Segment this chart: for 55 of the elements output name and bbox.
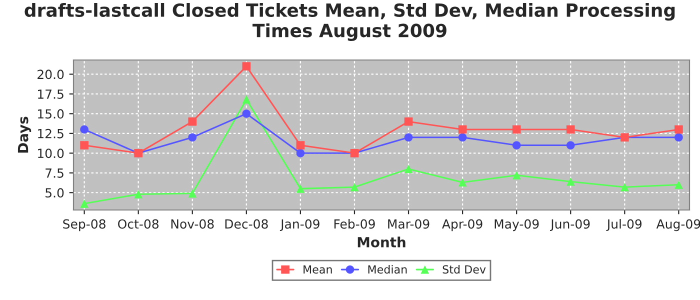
point bbox=[296, 141, 305, 150]
point bbox=[404, 117, 413, 126]
point bbox=[404, 164, 413, 174]
legend-label: Mean bbox=[304, 265, 332, 274]
y-tick-label: 12.5 bbox=[38, 128, 64, 138]
point bbox=[296, 184, 305, 193]
point bbox=[512, 171, 521, 180]
x-tick-label: Nov-08 bbox=[171, 219, 214, 229]
y-tick-label: 7.5 bbox=[46, 168, 64, 178]
point bbox=[80, 141, 88, 150]
y-tick-label: 20.0 bbox=[38, 70, 64, 80]
point bbox=[134, 190, 143, 198]
point bbox=[674, 180, 683, 189]
y-tick-label: 15.0 bbox=[38, 109, 64, 119]
x-tick-label: Oct-08 bbox=[118, 219, 158, 229]
x-tick-label: Aug-09 bbox=[656, 219, 700, 232]
point bbox=[458, 133, 467, 142]
legend-label: Median bbox=[368, 265, 407, 274]
x-tick-label: Dec-08 bbox=[225, 219, 268, 229]
y-tick-label: 10.0 bbox=[38, 148, 64, 158]
point bbox=[242, 62, 251, 70]
x-tick-label: Apr-09 bbox=[442, 219, 482, 232]
x-axis-title: Month bbox=[358, 236, 406, 248]
point bbox=[350, 182, 359, 192]
point bbox=[404, 133, 413, 142]
point bbox=[458, 178, 467, 187]
point bbox=[566, 141, 575, 150]
x-tick-label: Jul-09 bbox=[606, 219, 642, 232]
point bbox=[458, 125, 467, 134]
point bbox=[188, 133, 197, 142]
x-tick-label: Jun-09 bbox=[550, 219, 590, 232]
point bbox=[188, 117, 197, 126]
point bbox=[674, 125, 683, 134]
point bbox=[296, 148, 305, 158]
y-tick-label: 5.0 bbox=[46, 188, 64, 198]
chart-title: drafts-lastcall Closed Tickets Mean, Std Dev, Median Processing Times August 2009 bbox=[24, 3, 675, 41]
y-axis-title: Days bbox=[18, 116, 32, 153]
y-tick-label: 17.5 bbox=[38, 90, 64, 99]
x-tick-label: Jan-09 bbox=[280, 219, 320, 232]
point bbox=[566, 177, 575, 186]
point bbox=[674, 133, 683, 142]
point bbox=[512, 141, 521, 150]
point bbox=[566, 125, 575, 134]
x-tick-label: Sep-08 bbox=[63, 219, 106, 232]
x-tick-label: Feb-09 bbox=[334, 219, 375, 229]
legend-label: Std Dev bbox=[442, 265, 486, 274]
point bbox=[80, 200, 88, 208]
point bbox=[242, 110, 251, 118]
x-tick-label: May-09 bbox=[494, 219, 539, 232]
x-tick-label: Mar-09 bbox=[388, 219, 430, 229]
point bbox=[188, 189, 197, 198]
point bbox=[620, 182, 629, 192]
point bbox=[512, 125, 521, 134]
point bbox=[80, 125, 88, 134]
point bbox=[242, 95, 251, 104]
